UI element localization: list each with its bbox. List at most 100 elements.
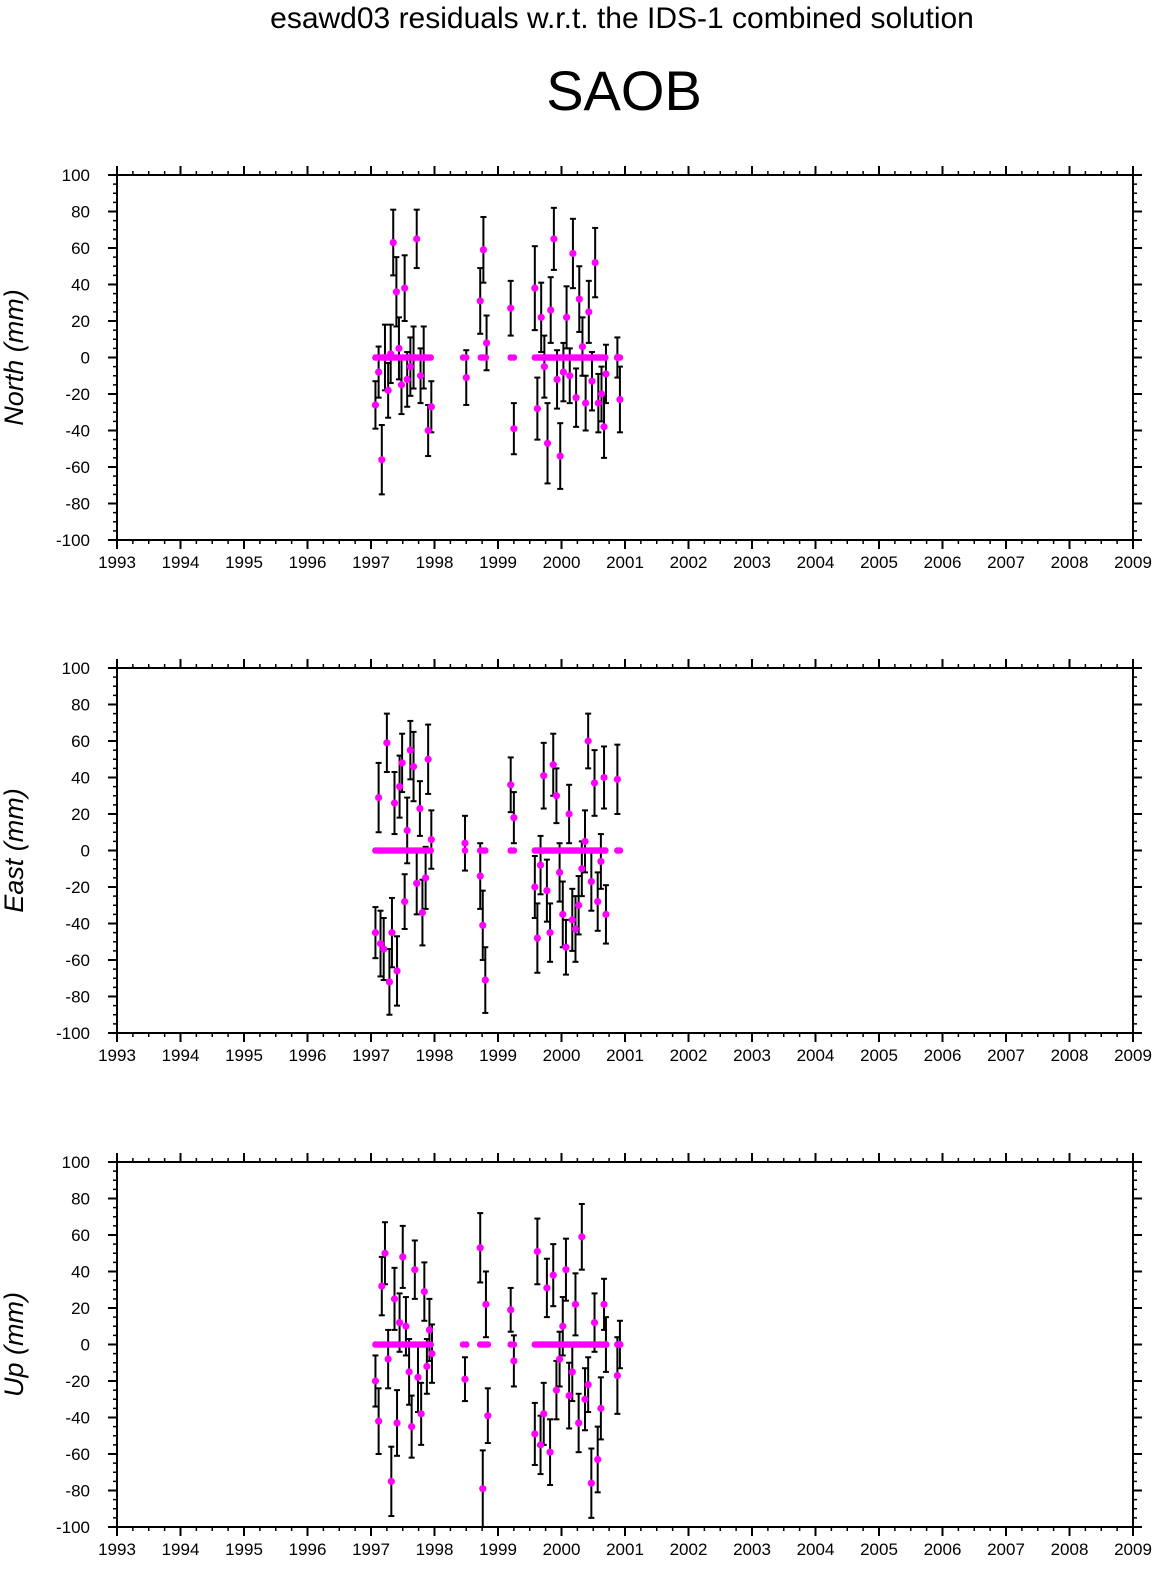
north-x-tick-label: 2006 bbox=[924, 553, 962, 572]
east-y-tick-label: -40 bbox=[65, 915, 90, 934]
east-data-point bbox=[416, 804, 424, 813]
east-data-point bbox=[507, 781, 515, 789]
up-data-point bbox=[581, 1395, 589, 1403]
up-data-point bbox=[484, 1412, 492, 1420]
east-x-tick-label: 2008 bbox=[1051, 1046, 1089, 1065]
east-y-tick-label: 0 bbox=[81, 842, 90, 861]
up-data-point bbox=[575, 1419, 583, 1427]
north-data-point bbox=[424, 426, 432, 435]
north-data-point bbox=[413, 235, 421, 243]
up-data-point bbox=[417, 1410, 425, 1418]
up-data-point bbox=[395, 1319, 404, 1327]
east-data-point bbox=[559, 910, 567, 918]
north-x-tick-label: 1997 bbox=[352, 553, 390, 572]
up-data-point bbox=[584, 1381, 592, 1389]
east-y-tick-label: -60 bbox=[65, 951, 90, 970]
east-data-point bbox=[383, 739, 391, 747]
up-data-point bbox=[375, 1417, 383, 1425]
east-zero-point bbox=[616, 847, 624, 854]
east-y-tick-label: -80 bbox=[65, 988, 90, 1007]
north-data-point bbox=[537, 313, 545, 321]
east-data-point bbox=[393, 967, 401, 975]
east-data-point bbox=[510, 814, 518, 822]
north-x-tick-label: 2000 bbox=[543, 553, 581, 572]
north-zero-point bbox=[510, 354, 518, 361]
up-y-tick-label: 40 bbox=[71, 1263, 90, 1282]
east-data-point bbox=[587, 877, 595, 886]
north-data-point bbox=[582, 399, 590, 407]
east-data-point bbox=[546, 929, 554, 937]
east-x-tick-label: 2001 bbox=[606, 1046, 644, 1065]
north-data-point bbox=[597, 390, 606, 398]
east-zero-point bbox=[482, 847, 489, 854]
east-x-tick-label: 1996 bbox=[289, 1046, 327, 1065]
east-data-point bbox=[388, 929, 396, 937]
east-data-point bbox=[562, 943, 570, 951]
east-data-point bbox=[424, 755, 432, 763]
east-data-point bbox=[555, 868, 564, 877]
up-data-point bbox=[381, 1249, 389, 1257]
up-data-point bbox=[546, 1448, 554, 1456]
east-data-point bbox=[578, 865, 586, 873]
up-data-point bbox=[600, 1300, 608, 1308]
east-y-tick-label: 40 bbox=[71, 769, 90, 788]
east-x-tick-label: 2005 bbox=[860, 1046, 898, 1065]
north-data-point bbox=[507, 304, 515, 312]
east-data-point bbox=[533, 934, 541, 942]
north-data-point bbox=[403, 375, 411, 383]
east-y-axis-title: East (mm) bbox=[0, 788, 29, 913]
up-data-point bbox=[390, 1295, 399, 1303]
up-y-tick-label: 60 bbox=[71, 1226, 90, 1245]
figure-title: esawd03 residuals w.r.t. the IDS-1 combi… bbox=[270, 2, 974, 35]
up-data-point bbox=[562, 1266, 570, 1274]
east-y-tick-label: 80 bbox=[71, 696, 90, 715]
east-data-point bbox=[406, 746, 414, 754]
up-data-point bbox=[571, 1300, 580, 1308]
north-x-tick-label: 1993 bbox=[98, 553, 136, 572]
north-data-point bbox=[427, 403, 435, 411]
east-data-point bbox=[600, 773, 608, 782]
east-x-tick-label: 1999 bbox=[479, 1046, 517, 1065]
east-data-point bbox=[398, 759, 406, 767]
north-data-point bbox=[397, 381, 406, 389]
north-data-point bbox=[556, 452, 564, 460]
north-panel: 1993 1994 1995 1996 1997 1998 1999 2000 2001 2002… bbox=[0, 166, 1152, 572]
east-data-point bbox=[380, 945, 388, 953]
east-x-tick-label: 2007 bbox=[987, 1046, 1025, 1065]
up-data-point bbox=[476, 1244, 484, 1252]
north-data-point bbox=[479, 246, 487, 254]
up-x-tick-label: 2002 bbox=[670, 1540, 708, 1559]
north-data-point bbox=[591, 259, 599, 267]
up-data-point bbox=[420, 1287, 428, 1296]
east-x-tick-label: 2002 bbox=[670, 1046, 708, 1065]
up-data-point bbox=[543, 1284, 551, 1292]
up-data-point bbox=[378, 1282, 386, 1290]
north-data-point bbox=[462, 373, 470, 382]
up-x-tick-label: 1998 bbox=[416, 1540, 454, 1559]
up-data-point bbox=[594, 1455, 602, 1464]
east-x-tick-label: 1997 bbox=[352, 1046, 390, 1065]
north-data-point bbox=[371, 401, 380, 409]
north-data-point bbox=[543, 439, 552, 447]
east-x-tick-label: 2004 bbox=[797, 1046, 835, 1065]
north-data-point bbox=[406, 363, 414, 371]
east-x-tick-label: 1995 bbox=[225, 1046, 263, 1065]
east-data-point bbox=[376, 939, 385, 948]
east-data-point bbox=[590, 779, 599, 787]
up-data-point bbox=[371, 1377, 380, 1385]
north-x-tick-label: 2005 bbox=[860, 553, 898, 572]
east-x-tick-label: 1994 bbox=[162, 1046, 200, 1065]
north-y-tick-label: 20 bbox=[71, 312, 90, 331]
north-data-point bbox=[533, 405, 541, 413]
east-data-point bbox=[422, 874, 430, 882]
north-y-axis-title: North (mm) bbox=[0, 289, 29, 426]
north-y-tick-label: 40 bbox=[71, 276, 90, 295]
east-data-point bbox=[413, 879, 421, 887]
north-y-tick-label: -80 bbox=[65, 495, 90, 514]
east-data-point bbox=[540, 772, 548, 780]
north-data-point bbox=[378, 456, 386, 464]
east-y-tick-label: 100 bbox=[62, 659, 90, 678]
up-data-point bbox=[405, 1368, 413, 1376]
up-data-point bbox=[414, 1373, 422, 1381]
up-data-point bbox=[482, 1300, 490, 1308]
